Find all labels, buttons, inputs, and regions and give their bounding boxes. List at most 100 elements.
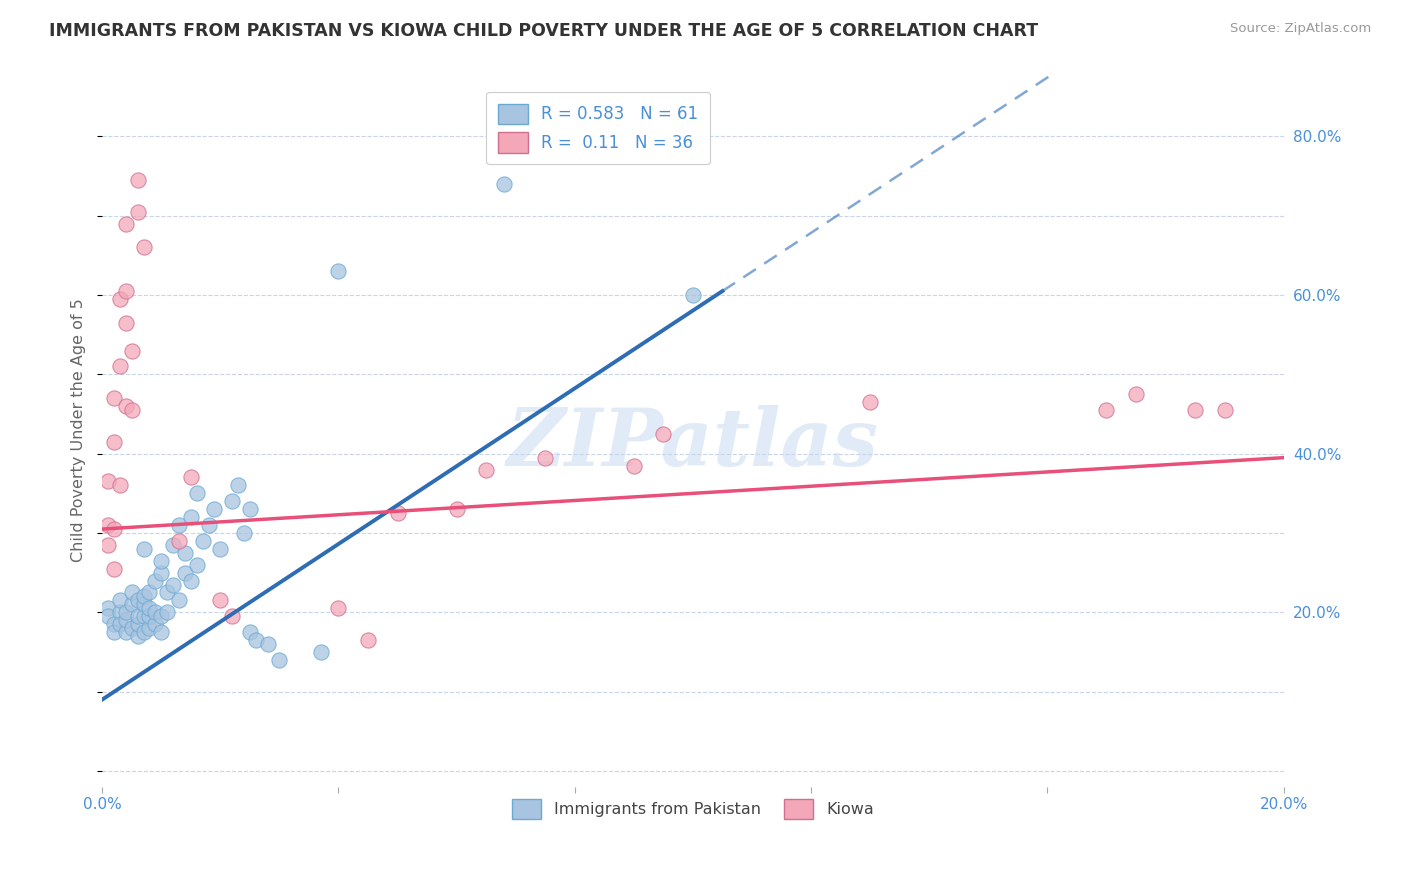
Point — [209, 541, 232, 556]
Point — [127, 204, 149, 219]
Point — [226, 478, 249, 492]
Y-axis label: Child Poverty Under the Age of 5: Child Poverty Under the Age of 5 — [72, 298, 86, 562]
Point — [103, 522, 125, 536]
Point — [127, 609, 149, 624]
Point — [180, 574, 202, 588]
Point — [121, 343, 143, 358]
Point — [138, 609, 160, 624]
Point — [180, 510, 202, 524]
Legend: Immigrants from Pakistan, Kiowa: Immigrants from Pakistan, Kiowa — [506, 793, 880, 825]
Point — [115, 316, 138, 330]
Point — [127, 593, 149, 607]
Point — [191, 533, 214, 548]
Point — [174, 566, 197, 580]
Point — [239, 502, 262, 516]
Point — [204, 502, 226, 516]
Point — [97, 601, 120, 615]
Point — [309, 645, 332, 659]
Point — [209, 593, 232, 607]
Point — [859, 395, 882, 409]
Point — [108, 617, 131, 632]
Point — [221, 494, 243, 508]
Point — [115, 605, 138, 619]
Point — [328, 601, 350, 615]
Point — [186, 558, 208, 572]
Point — [197, 518, 219, 533]
Point — [121, 403, 143, 417]
Point — [132, 598, 155, 612]
Point — [138, 585, 160, 599]
Point — [150, 566, 173, 580]
Point — [150, 609, 173, 624]
Point — [97, 475, 120, 489]
Point — [475, 462, 498, 476]
Point — [132, 609, 155, 624]
Point — [115, 399, 138, 413]
Point — [1095, 403, 1118, 417]
Point — [103, 617, 125, 632]
Point — [167, 518, 190, 533]
Point — [127, 629, 149, 643]
Point — [132, 240, 155, 254]
Point — [1184, 403, 1206, 417]
Point — [269, 653, 291, 667]
Point — [623, 458, 645, 473]
Point — [103, 434, 125, 449]
Point — [108, 292, 131, 306]
Point — [150, 625, 173, 640]
Point — [115, 284, 138, 298]
Point — [167, 593, 190, 607]
Point — [108, 359, 131, 374]
Point — [121, 598, 143, 612]
Point — [174, 546, 197, 560]
Point — [145, 617, 167, 632]
Point — [682, 288, 704, 302]
Point — [150, 554, 173, 568]
Point — [221, 609, 243, 624]
Point — [115, 217, 138, 231]
Point — [121, 585, 143, 599]
Point — [357, 633, 380, 648]
Point — [103, 391, 125, 405]
Point — [115, 613, 138, 627]
Point — [387, 506, 409, 520]
Point — [156, 605, 179, 619]
Point — [167, 533, 190, 548]
Text: ZIPatlas: ZIPatlas — [506, 406, 879, 483]
Point — [245, 633, 267, 648]
Point — [115, 625, 138, 640]
Text: Source: ZipAtlas.com: Source: ZipAtlas.com — [1230, 22, 1371, 36]
Point — [127, 617, 149, 632]
Point — [108, 593, 131, 607]
Point — [652, 426, 675, 441]
Point — [132, 625, 155, 640]
Point — [446, 502, 468, 516]
Point — [156, 585, 179, 599]
Point — [1125, 387, 1147, 401]
Point — [103, 625, 125, 640]
Point — [138, 621, 160, 635]
Point — [233, 526, 256, 541]
Point — [132, 541, 155, 556]
Point — [239, 625, 262, 640]
Text: IMMIGRANTS FROM PAKISTAN VS KIOWA CHILD POVERTY UNDER THE AGE OF 5 CORRELATION C: IMMIGRANTS FROM PAKISTAN VS KIOWA CHILD … — [49, 22, 1039, 40]
Point — [145, 574, 167, 588]
Point — [162, 538, 184, 552]
Point — [108, 478, 131, 492]
Point — [97, 538, 120, 552]
Point — [97, 518, 120, 533]
Point — [162, 577, 184, 591]
Point — [492, 177, 515, 191]
Point — [328, 264, 350, 278]
Point — [534, 450, 557, 465]
Point — [138, 601, 160, 615]
Point — [127, 173, 149, 187]
Point — [180, 470, 202, 484]
Point — [256, 637, 278, 651]
Point — [1213, 403, 1236, 417]
Point — [132, 590, 155, 604]
Point — [103, 562, 125, 576]
Point — [108, 605, 131, 619]
Point — [97, 609, 120, 624]
Point — [121, 621, 143, 635]
